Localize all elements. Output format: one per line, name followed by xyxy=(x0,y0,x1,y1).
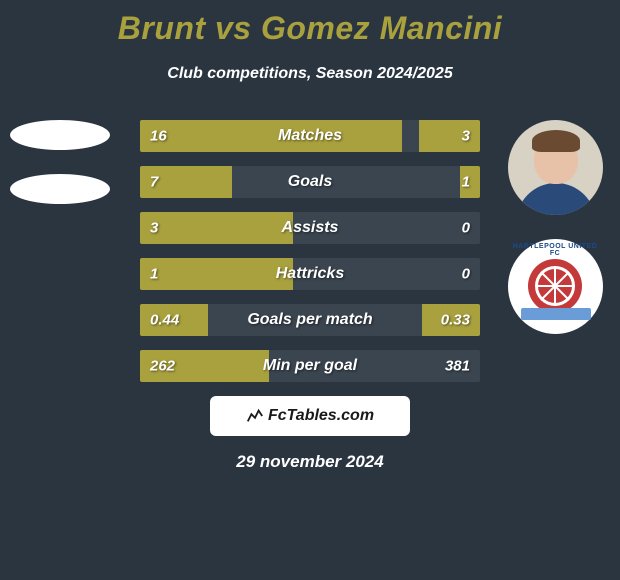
stat-label: Matches xyxy=(140,127,480,145)
club-badge-placeholder xyxy=(10,174,110,204)
club-badge: HARTLEPOOL UNITED FC xyxy=(508,239,603,334)
stat-label: Assists xyxy=(140,219,480,237)
stat-row: 10Hattricks xyxy=(140,258,480,290)
stats-bars: 163Matches 71Goals 30Assists 10Hattricks 0.4… xyxy=(140,120,480,396)
page-title: Brunt vs Gomez Mancini xyxy=(0,0,620,47)
stat-label: Goals per match xyxy=(140,311,480,329)
brand-icon xyxy=(246,407,264,425)
stat-row: 30Assists xyxy=(140,212,480,244)
stat-label: Hattricks xyxy=(140,265,480,283)
stat-row: 0.440.33Goals per match xyxy=(140,304,480,336)
stat-label: Min per goal xyxy=(140,357,480,375)
left-player-column xyxy=(10,120,110,228)
club-badge-text: HARTLEPOOL UNITED FC xyxy=(508,243,603,257)
stat-row: 71Goals xyxy=(140,166,480,198)
brand-label: FcTables.com xyxy=(268,407,374,425)
subtitle: Club competitions, Season 2024/2025 xyxy=(0,65,620,83)
player-avatar xyxy=(508,120,603,215)
brand-pill: FcTables.com xyxy=(210,396,410,436)
date-label: 29 november 2024 xyxy=(0,452,620,472)
stat-row: 163Matches xyxy=(140,120,480,152)
player-avatar-placeholder xyxy=(10,120,110,150)
stat-label: Goals xyxy=(140,173,480,191)
right-player-column: HARTLEPOOL UNITED FC xyxy=(500,120,610,334)
stat-row: 262381Min per goal xyxy=(140,350,480,382)
